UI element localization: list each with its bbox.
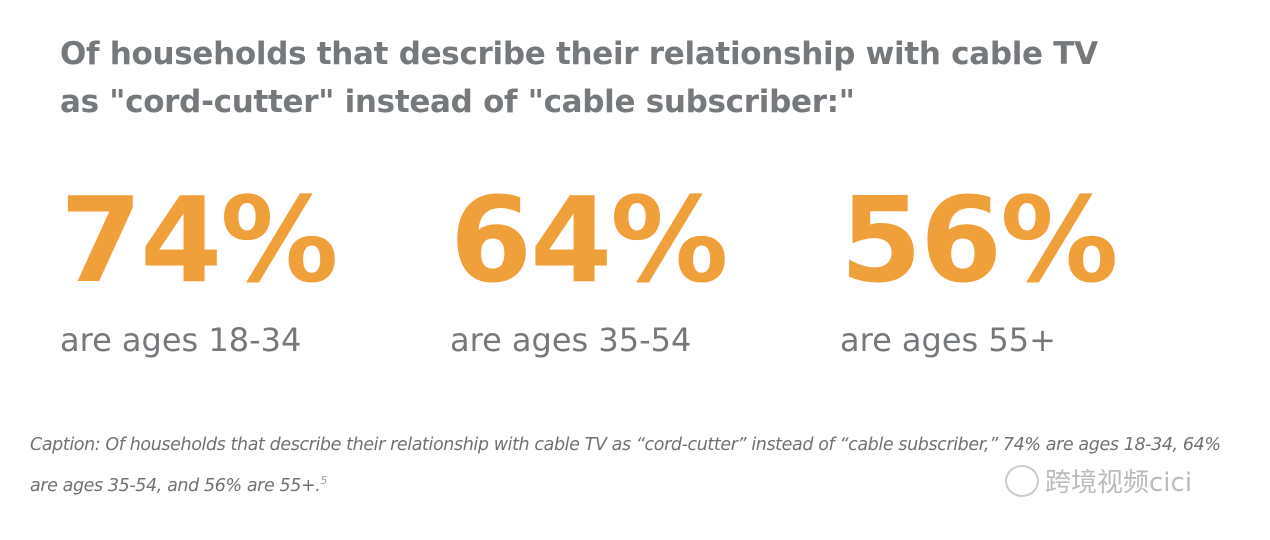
wechat-icon <box>1005 464 1039 497</box>
stat-value: 74% <box>60 171 338 309</box>
stat-value: 64% <box>450 171 728 309</box>
stat-35-54: 64% are ages 35-54 <box>450 170 728 360</box>
stat-55-plus: 56% are ages 55+ <box>840 170 1118 360</box>
headline-line-1: Of households that describe their relati… <box>60 36 1098 72</box>
headline: Of households that describe their relati… <box>60 30 1210 126</box>
watermark-text: 跨境视频cici <box>1045 468 1193 498</box>
stat-18-34: 74% are ages 18-34 <box>60 170 338 360</box>
caption: Caption: Of households that describe the… <box>30 428 1250 504</box>
stat-label: are ages 18-34 <box>60 321 302 359</box>
stat-value: 56% <box>840 171 1118 309</box>
footnote-marker: 5 <box>320 474 328 487</box>
caption-text: Caption: Of households that describe the… <box>30 435 1221 496</box>
stat-label: are ages 55+ <box>840 321 1056 359</box>
headline-line-2: as "cord-cutter" instead of "cable subsc… <box>60 84 855 120</box>
watermark: 跨境视频cici <box>1005 462 1192 499</box>
stat-label: are ages 35-54 <box>450 321 692 359</box>
